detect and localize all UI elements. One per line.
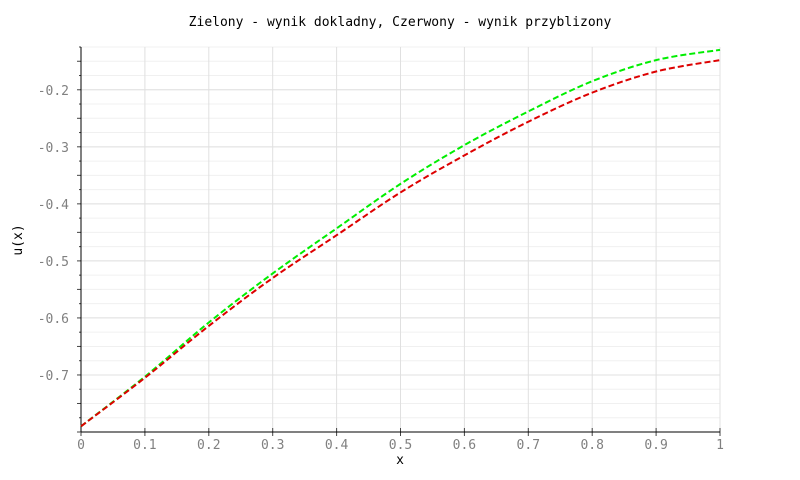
grid <box>80 46 721 433</box>
y-tick-label: -0.3 <box>38 141 69 156</box>
y-tick-labels: -0.2 -0.3 -0.4 -0.5 -0.6 -0.7 <box>38 84 69 384</box>
x-tick-label: 0.4 <box>325 438 349 453</box>
y-tick-label: -0.4 <box>38 198 69 213</box>
x-tick-label: 0.9 <box>644 438 667 453</box>
y-tick-label: -0.2 <box>38 84 69 99</box>
x-tick-label: 0.7 <box>517 438 540 453</box>
axes <box>77 46 721 436</box>
y-tick-label: -0.6 <box>38 312 69 327</box>
x-tick-label: 0.8 <box>580 438 603 453</box>
chart-title: Zielony - wynik dokladny, Czerwony - wyn… <box>189 15 612 30</box>
x-tick-label: 0.6 <box>453 438 476 453</box>
series-line-red <box>80 59 721 428</box>
x-tick-label: 1 <box>716 438 724 453</box>
x-tick-label: 0 <box>77 438 85 453</box>
series-group <box>80 48 721 428</box>
x-tick-label: 0.2 <box>197 438 220 453</box>
y-axis-label: u(x) <box>11 224 26 255</box>
series-line-green <box>80 48 721 428</box>
x-axis-label: x <box>396 453 404 468</box>
x-tick-label: 0.1 <box>133 438 156 453</box>
y-tick-label: -0.7 <box>38 369 69 384</box>
x-tick-label: 0.3 <box>261 438 284 453</box>
y-tick-label: -0.5 <box>38 255 69 270</box>
x-tick-labels: 0 0.1 0.2 0.3 0.4 0.5 0.6 0.7 0.8 0.9 1 <box>77 438 724 453</box>
x-tick-label: 0.5 <box>389 438 412 453</box>
